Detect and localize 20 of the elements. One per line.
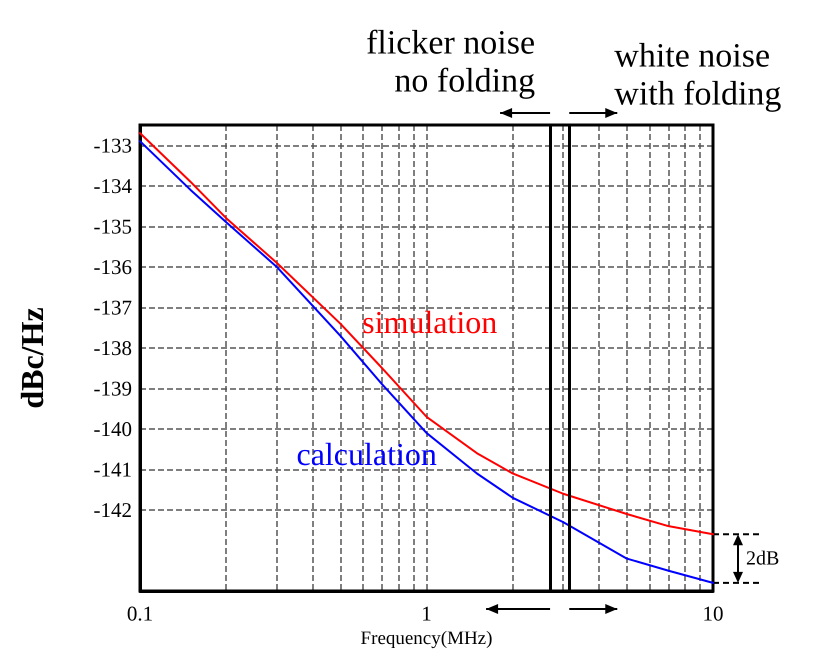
y-tick-label: -142 — [94, 498, 132, 522]
y-tick-label: -139 — [94, 376, 132, 400]
y-tick-label: -136 — [94, 254, 132, 279]
y-tick-label: -140 — [94, 416, 132, 441]
x-tick-label: 1 — [421, 602, 432, 626]
y-tick-label: -138 — [94, 336, 132, 360]
text: white noise with folding — [614, 38, 782, 112]
y-tick-label: -133 — [94, 133, 132, 158]
y-tick-label: -137 — [94, 295, 132, 320]
y-tick-label: -135 — [94, 214, 132, 238]
series-label: calculation — [296, 436, 437, 472]
text: 2dB — [746, 548, 780, 570]
y-axis-title: dBc/Hz — [14, 307, 50, 409]
x-tick-label: 0.1 — [126, 602, 154, 626]
text: flicker noise no folding — [366, 24, 536, 100]
x-tick-label: 10 — [702, 602, 724, 626]
y-tick-label: -141 — [94, 457, 132, 482]
series-label: simulation — [362, 304, 498, 340]
y-tick-label: -134 — [94, 174, 132, 198]
x-axis-title: Frequency(MHz) — [360, 628, 492, 649]
